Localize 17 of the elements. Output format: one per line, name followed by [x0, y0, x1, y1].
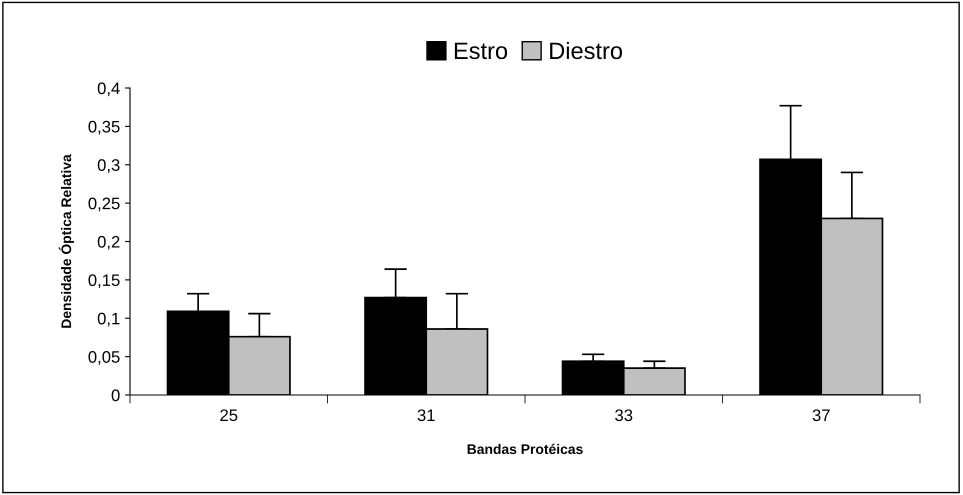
y-tick-label: 0,4 [98, 82, 120, 96]
y-tick-label: 0 [112, 389, 120, 402]
x-axis-title: Bandas Protéicas [468, 444, 583, 454]
y-tick-label: 0,1 [98, 312, 120, 326]
x-tick-label: 37 [812, 409, 830, 422]
y-tick-label: 0,25 [88, 198, 120, 212]
y-tick-label: 0,15 [88, 274, 120, 288]
y-axis-title: Densidade Óptica Relativa [58, 154, 74, 328]
y-tick-label: 0,2 [98, 236, 120, 250]
legend-label: Estro [454, 42, 508, 60]
legend-label: Diestro [550, 42, 622, 60]
y-tick-label: 0,35 [88, 120, 120, 135]
x-tick-label: 33 [615, 409, 632, 422]
y-tick-label: 0,05 [88, 351, 120, 365]
y-tick-label: 0,3 [98, 159, 120, 173]
x-tick-label: 25 [220, 409, 238, 422]
x-tick-label: 31 [418, 409, 435, 422]
